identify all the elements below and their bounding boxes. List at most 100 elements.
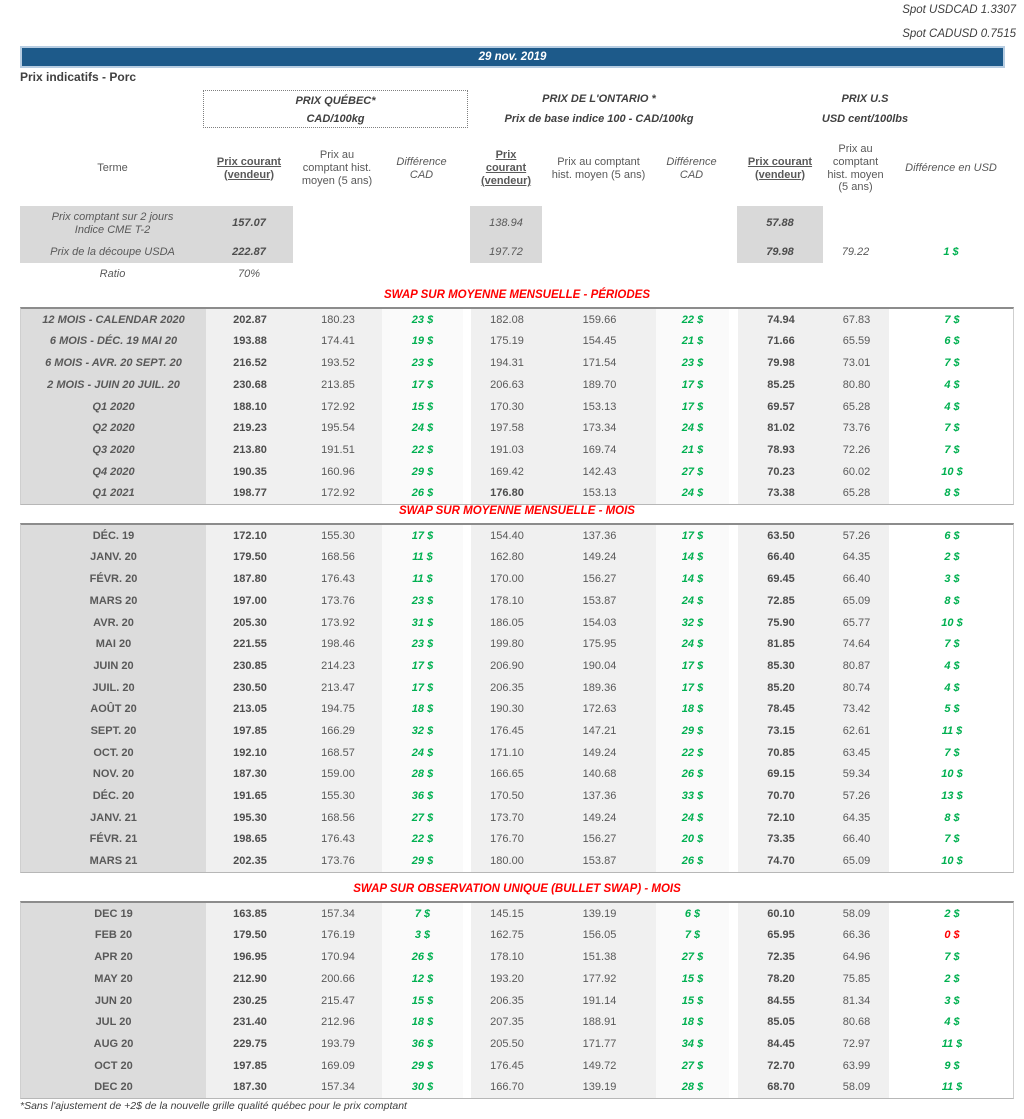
group-unit-ontario: Prix de base indice 100 - CAD/100kg <box>504 113 694 125</box>
cell-qc-prix-comptant: 157.34 <box>294 1076 382 1099</box>
cell-qc-difference: 22 $ <box>382 439 463 461</box>
cell-qc-difference: 32 $ <box>382 720 463 742</box>
cell-terme: JUN 20 <box>21 989 206 1012</box>
cell-on-prix-comptant: 177.92 <box>543 968 656 990</box>
table-row: JUIN 20 230.85 214.23 17 $206.90 190.04 17 $8… <box>21 655 1013 677</box>
cell-on-prix-courant: 191.03 <box>471 439 543 461</box>
cell-us-difference: 10 $ <box>941 465 963 478</box>
cell-us-prix-comptant: 81.34 <box>824 989 889 1012</box>
cell-qc-difference: 3 $ <box>382 924 463 947</box>
cell-on-prix-comptant: 153.13 <box>543 482 656 505</box>
cell-us-difference: 1 $ <box>943 245 959 258</box>
cell-us-difference: 11 $ <box>941 1081 963 1094</box>
cell-terme: DÉC. 19 <box>21 525 206 547</box>
table-row: NOV. 20 187.30 159.00 28 $ 166.65 140.68 26 $ 6… <box>21 763 1013 786</box>
section-table-mois: DÉC. 19 172.10 155.30 17 $154.40 137.36 17 $6… <box>20 523 1014 873</box>
cell-on-prix-courant: 193.20 <box>471 968 543 990</box>
cell-us-prix-courant: 78.45 <box>738 698 824 721</box>
col-header-on-prix-comptant: Prix au comptant hist. moyen (5 ans) <box>551 155 646 181</box>
cell-us-prix-courant: 74.94 <box>738 309 824 331</box>
cell-on-prix-comptant: 140.68 <box>543 763 656 786</box>
report-date: 29 nov. 2019 <box>478 51 547 63</box>
cell-on-difference: 29 $ <box>656 720 729 742</box>
table-row: Q4 2020 190.35 160.96 29 $ 169.42 142.43 27 $ 7… <box>21 460 1013 483</box>
table-row: JUN 20 230.25 215.47 15 $206.35 191.14 15 $84… <box>21 989 1013 1012</box>
cell-empty <box>888 263 1014 285</box>
cell-on-prix-comptant: 147.21 <box>543 720 656 742</box>
cell-terme: MAY 20 <box>21 968 206 990</box>
cell-us-spot: 79.98 <box>737 241 823 263</box>
cell-qc-prix-courant: 230.68 <box>206 374 294 396</box>
cell-us-prix-courant: 72.35 <box>738 946 824 969</box>
table-row: JANV. 21 195.30 168.56 27 $ 173.70 149.24 24 $… <box>21 806 1013 829</box>
cell-us-prix-courant: 74.70 <box>738 850 824 872</box>
cell-empty <box>293 206 381 241</box>
spot-usdcad-rate: Spot USDCAD 1.3307 <box>902 4 1016 16</box>
cell-empty <box>655 263 728 285</box>
group-title-us: PRIX U.S <box>841 93 889 105</box>
cell-us-prix-comptant: 73.42 <box>824 698 889 721</box>
cell-on-spot: 197.72 <box>470 241 542 263</box>
cell-on-prix-courant: 162.80 <box>471 546 543 569</box>
cell-terme: JANV. 21 <box>21 806 206 829</box>
cell-qc-prix-courant: 192.10 <box>206 741 294 764</box>
cell-on-difference: 14 $ <box>656 568 729 591</box>
cell-on-prix-comptant: 137.36 <box>543 525 656 547</box>
cell-qc-prix-comptant: 174.41 <box>294 330 382 353</box>
cell-on-difference: 28 $ <box>656 1076 729 1099</box>
cell-terme: OCT 20 <box>21 1054 206 1077</box>
table-row: AUG 20 229.75 193.79 36 $ 205.50 171.77 34 $ 84… <box>21 1033 1013 1055</box>
cell-qc-prix-courant: 205.30 <box>206 611 294 634</box>
cell-terme: Q4 2020 <box>21 460 206 483</box>
page-title: Prix indicatifs - Porc <box>20 70 137 84</box>
cell-on-prix-courant: 145.15 <box>471 903 543 925</box>
cell-qc-prix-courant: 179.50 <box>206 546 294 569</box>
cell-qc-difference: 24 $ <box>382 741 463 764</box>
cell-on-prix-courant: 190.30 <box>471 698 543 721</box>
cell-us-hist: 79.22 <box>841 245 870 258</box>
cell-us-difference: 2 $ <box>944 551 960 564</box>
cell-empty <box>470 263 542 285</box>
table-row: DÉC. 19 172.10 155.30 17 $154.40 137.36 17 $6… <box>21 525 1013 547</box>
cell-empty <box>542 206 655 241</box>
cell-qc-prix-courant: 198.77 <box>206 482 294 505</box>
cell-on-difference: 33 $ <box>656 785 729 807</box>
cell-us-prix-comptant: 65.77 <box>824 611 889 634</box>
col-header-qc-difference: Différence CAD <box>396 155 447 181</box>
cell-us-prix-comptant: 60.02 <box>824 460 889 483</box>
cell-on-prix-courant: 206.35 <box>471 989 543 1012</box>
cell-us-difference: 3 $ <box>944 994 960 1007</box>
cell-empty <box>381 241 462 263</box>
col-header-on-prix-courant: Prix courant (vendeur) <box>480 149 532 187</box>
cell-us-prix-courant: 78.20 <box>738 968 824 990</box>
table-row: OCT 20 197.85 169.09 29 $ 176.45 149.72 27 $ 72… <box>21 1054 1013 1077</box>
cell-on-difference: 18 $ <box>656 698 729 721</box>
cell-qc-difference: 15 $ <box>382 395 463 418</box>
cell-us-prix-comptant: 66.40 <box>824 828 889 851</box>
cell-on-prix-comptant: 153.87 <box>543 850 656 872</box>
cell-qc-difference: 29 $ <box>382 460 463 483</box>
cell-on-prix-courant: 170.30 <box>471 395 543 418</box>
cell-us-difference: 7 $ <box>944 951 960 964</box>
cell-us-prix-comptant: 63.99 <box>824 1054 889 1077</box>
cell-qc-prix-courant: 188.10 <box>206 395 294 418</box>
cell-us-difference: 3 $ <box>944 573 960 586</box>
cell-terme: Q1 2020 <box>21 395 206 418</box>
table-row: 2 MOIS - JUIN 20 JUIL. 20 230.68 213.85 17 … <box>21 374 1013 396</box>
cell-terme: MARS 20 <box>21 590 206 612</box>
cell-on-difference: 14 $ <box>656 546 729 569</box>
cell-terme: DEC 19 <box>21 903 206 925</box>
table-row: MARS 21 202.35 173.76 29 $ 180.00 153.87 26 $ 7… <box>21 850 1013 872</box>
cell-on-difference: 24 $ <box>656 806 729 829</box>
cell-empty <box>888 206 1014 241</box>
cell-us-difference: 6 $ <box>944 335 960 348</box>
cell-terme: 2 MOIS - JUIN 20 JUIL. 20 <box>21 374 206 396</box>
ratio-row: Ratio 70% <box>20 263 1014 285</box>
group-unit-us: USD cent/100lbs <box>821 113 909 125</box>
cell-qc-prix-courant: 187.30 <box>206 1076 294 1099</box>
cell-us-prix-comptant: 80.74 <box>824 676 889 699</box>
cell-qc-difference: 19 $ <box>382 330 463 353</box>
cell-on-difference: 17 $ <box>656 395 729 418</box>
cell-qc-difference: 17 $ <box>382 374 463 396</box>
